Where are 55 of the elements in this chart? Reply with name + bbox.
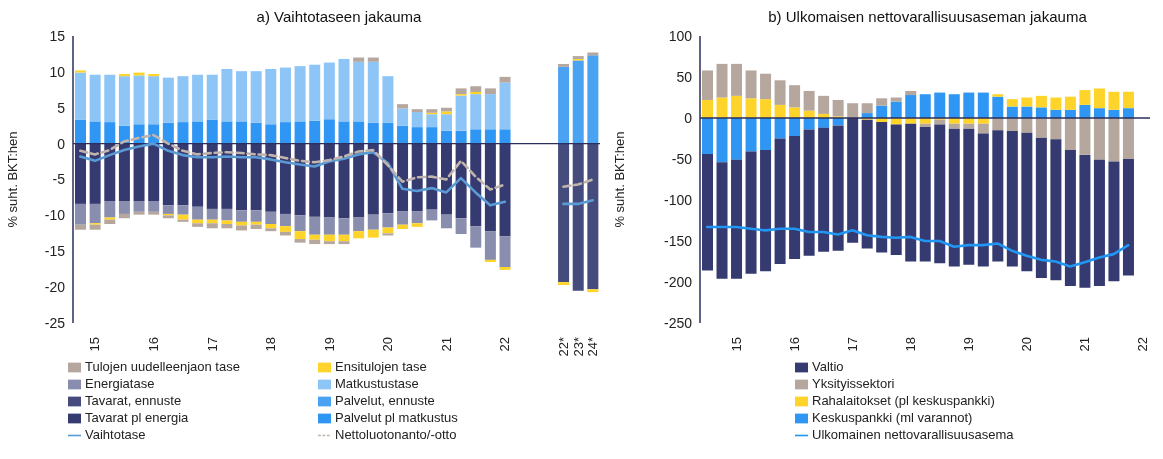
x-tick-label: 17 (204, 337, 220, 352)
x-tick-label: 21 (1077, 337, 1093, 352)
x-tick-label: 23* (570, 337, 586, 357)
y-tick-label: 15 (49, 27, 66, 44)
x-tick-label: 16 (146, 337, 162, 352)
y-tick-label: 5 (57, 99, 66, 116)
legend-label: Palvelut, ennuste (335, 393, 435, 408)
y-tick-label: -5 (52, 171, 66, 188)
x-tick-label: 20 (1019, 337, 1035, 352)
legend-label: Matkustustase (335, 376, 419, 391)
legend-label: Tavarat, ennuste (85, 393, 182, 408)
y-tick-label: -15 (44, 243, 66, 260)
legend-label: Palvelut pl matkustus (335, 410, 458, 425)
y-tick-label: 100 (668, 27, 693, 44)
y-tick-label: 0 (57, 135, 66, 152)
x-tick-label: 22* (555, 337, 571, 357)
legend-label: Nettoluotonanto/-otto (335, 427, 457, 442)
x-tick-label: 15 (87, 337, 103, 352)
x-tick-label: 18 (263, 337, 279, 352)
legend-label: Energiatase (85, 376, 155, 391)
x-tick-label: 19 (321, 337, 337, 352)
legend-label: Ulkomainen nettovarallisuusasema (812, 427, 1014, 442)
x-tick-label: 17 (844, 337, 860, 352)
legend-label: Vaihtotase (85, 427, 146, 442)
x-tick-label: 16 (786, 337, 802, 352)
y-tick-label: -150 (663, 232, 693, 249)
y-tick-label: -200 (663, 273, 693, 290)
x-tick-label: 22 (1135, 337, 1151, 352)
y-tick-label: 10 (49, 63, 66, 80)
x-tick-label: 19 (961, 337, 977, 352)
x-tick-label: 18 (902, 337, 918, 352)
y-tick-label: 50 (676, 68, 693, 85)
x-tick-label: 24* (585, 337, 601, 357)
legend-label: Yksityissektori (812, 376, 895, 391)
y-tick-label: -25 (44, 314, 66, 331)
chart-title: b) Ulkomaisen nettovarallisuusaseman jakauma (767, 8, 1088, 27)
x-tick-label: 20 (380, 337, 396, 352)
y-tick-label: -10 (44, 207, 66, 224)
y-tick-label: 0 (684, 109, 693, 126)
legend-label: Tulojen uudelleenjaon tase (85, 359, 240, 374)
chart-title: a) Vaihtotaseen jakauma (255, 8, 423, 27)
y-tick-label: -100 (663, 191, 693, 208)
x-tick-label: 21 (438, 337, 454, 352)
legend-label: Ensitulojen tase (335, 359, 427, 374)
y-tick-label: -20 (44, 279, 66, 296)
y-axis-title: % suht. BKT:hen (4, 131, 20, 228)
legend-label: Tavarat pl energia (85, 410, 189, 425)
y-tick-label: -50 (671, 150, 693, 167)
x-tick-label: 15 (728, 337, 744, 352)
legend-label: Valtio (812, 359, 844, 374)
x-tick-label: 22 (497, 337, 513, 352)
y-tick-label: -250 (663, 314, 693, 331)
legend-label: Keskuspankki (ml varannot) (812, 410, 973, 425)
y-axis-title: % suht. BKT:hen (611, 131, 627, 228)
legend-label: Rahalaitokset (pl keskuspankki) (812, 393, 995, 408)
